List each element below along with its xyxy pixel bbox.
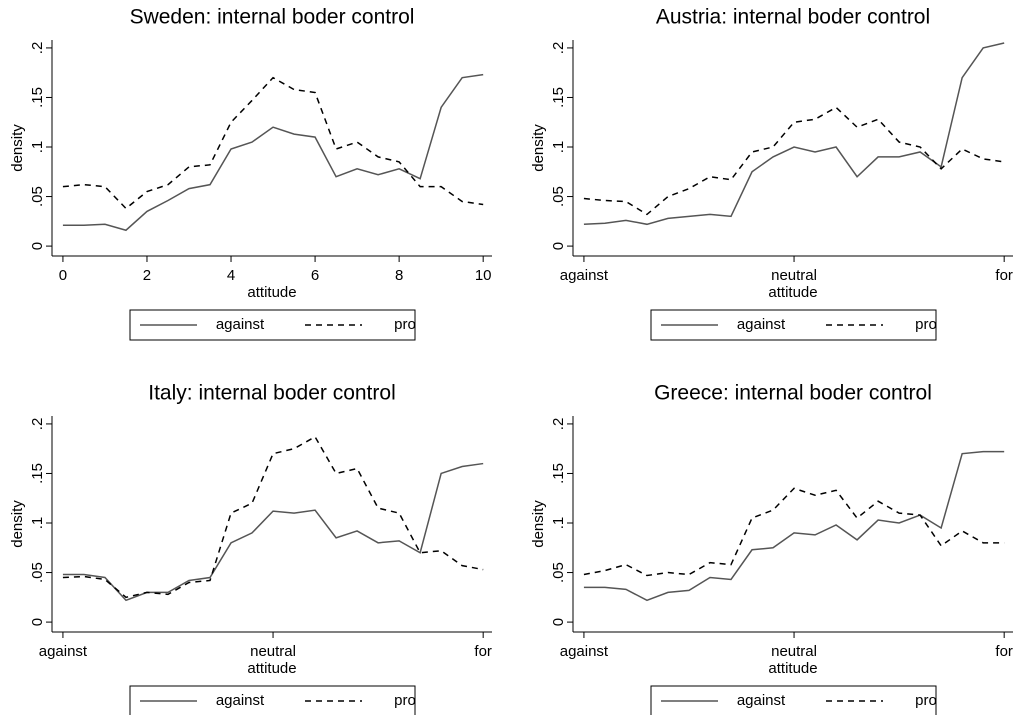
y-tick-label: .05: [550, 562, 567, 583]
x-tick-label: 6: [311, 267, 319, 284]
y-tick-label: 0: [29, 242, 46, 250]
chart-title: Greece: internal boder control: [654, 382, 932, 405]
y-tick-label: .2: [29, 418, 46, 431]
x-tick-label: 2: [143, 267, 151, 284]
series-line: [583, 106, 1005, 216]
y-tick-label: .1: [29, 517, 46, 530]
x-tick-label: neutral: [771, 267, 817, 284]
series-line: [583, 42, 1005, 226]
x-tick-label: for: [995, 267, 1013, 284]
x-axis-title: attitude: [247, 660, 296, 677]
y-tick-label: .05: [29, 562, 46, 583]
legend-label: against: [216, 316, 265, 333]
y-tick-label: 0: [29, 618, 46, 626]
x-tick-label: 8: [395, 267, 403, 284]
y-tick-label: .1: [550, 517, 567, 530]
legend-label: against: [737, 692, 786, 709]
legend-label: pro: [915, 316, 937, 333]
y-tick-label: .15: [29, 87, 46, 108]
y-axis-title: density: [530, 124, 547, 172]
y-tick-label: .05: [550, 186, 567, 207]
x-tick-label: against: [39, 643, 88, 660]
x-axis-title: attitude: [768, 284, 817, 301]
x-axis-title: attitude: [247, 284, 296, 301]
legend-label: pro: [915, 692, 937, 709]
x-tick-label: against: [560, 643, 609, 660]
x-tick-label: 0: [59, 267, 67, 284]
legend-label: against: [737, 316, 786, 333]
legend-box: [129, 309, 416, 341]
x-tick-label: for: [995, 643, 1013, 660]
series-line: [62, 462, 484, 602]
series-line: [62, 76, 484, 210]
chart-title: Sweden: internal boder control: [130, 6, 415, 29]
y-tick-label: .2: [550, 418, 567, 431]
y-axis-title: density: [9, 500, 26, 548]
chart-title: Italy: internal boder control: [148, 382, 395, 405]
y-axis-title: density: [530, 500, 547, 548]
x-axis-title: attitude: [768, 660, 817, 677]
y-tick-label: .15: [550, 87, 567, 108]
series-line: [583, 487, 1005, 577]
y-tick-label: 0: [550, 242, 567, 250]
x-tick-label: 10: [475, 267, 492, 284]
chart-title: Austria: internal boder control: [656, 6, 930, 29]
x-tick-label: neutral: [771, 643, 817, 660]
legend-label: pro: [394, 316, 416, 333]
series-line: [583, 450, 1005, 602]
y-tick-label: .1: [29, 141, 46, 154]
legend-box: [650, 309, 937, 341]
x-tick-label: against: [560, 267, 609, 284]
y-tick-label: .15: [550, 463, 567, 484]
legend-box: [650, 685, 937, 715]
y-tick-label: 0: [550, 618, 567, 626]
legend-box: [129, 685, 416, 715]
y-tick-label: .2: [29, 42, 46, 55]
y-tick-label: .05: [29, 186, 46, 207]
series-line: [62, 73, 484, 232]
legend-label: against: [216, 692, 265, 709]
y-tick-label: .2: [550, 42, 567, 55]
y-tick-label: .1: [550, 141, 567, 154]
y-tick-label: .15: [29, 463, 46, 484]
x-tick-label: for: [474, 643, 492, 660]
y-axis-title: density: [9, 124, 26, 172]
x-tick-label: 4: [227, 267, 235, 284]
legend-label: pro: [394, 692, 416, 709]
series-line: [62, 435, 484, 599]
x-tick-label: neutral: [250, 643, 296, 660]
